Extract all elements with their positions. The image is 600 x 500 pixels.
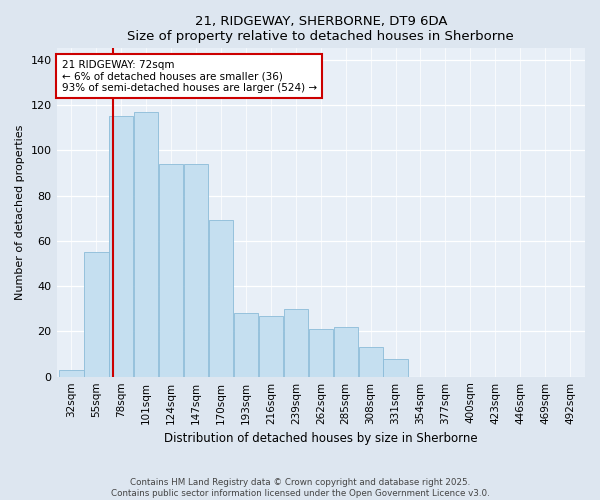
Bar [334,327,358,376]
X-axis label: Distribution of detached houses by size in Sherborne: Distribution of detached houses by size … [164,432,478,445]
Bar [59,370,83,376]
Title: 21, RIDGEWAY, SHERBORNE, DT9 6DA
Size of property relative to detached houses in: 21, RIDGEWAY, SHERBORNE, DT9 6DA Size of… [127,15,514,43]
Bar [234,314,258,376]
Bar [109,116,133,376]
Bar [85,252,109,376]
Text: 21 RIDGEWAY: 72sqm
← 6% of detached houses are smaller (36)
93% of semi-detached: 21 RIDGEWAY: 72sqm ← 6% of detached hous… [62,60,317,93]
Text: Contains HM Land Registry data © Crown copyright and database right 2025.
Contai: Contains HM Land Registry data © Crown c… [110,478,490,498]
Bar [209,220,233,376]
Bar [383,358,407,376]
Bar [359,347,383,376]
Y-axis label: Number of detached properties: Number of detached properties [15,125,25,300]
Bar [259,316,283,376]
Bar [159,164,183,376]
Bar [184,164,208,376]
Bar [284,308,308,376]
Bar [308,329,333,376]
Bar [134,112,158,376]
